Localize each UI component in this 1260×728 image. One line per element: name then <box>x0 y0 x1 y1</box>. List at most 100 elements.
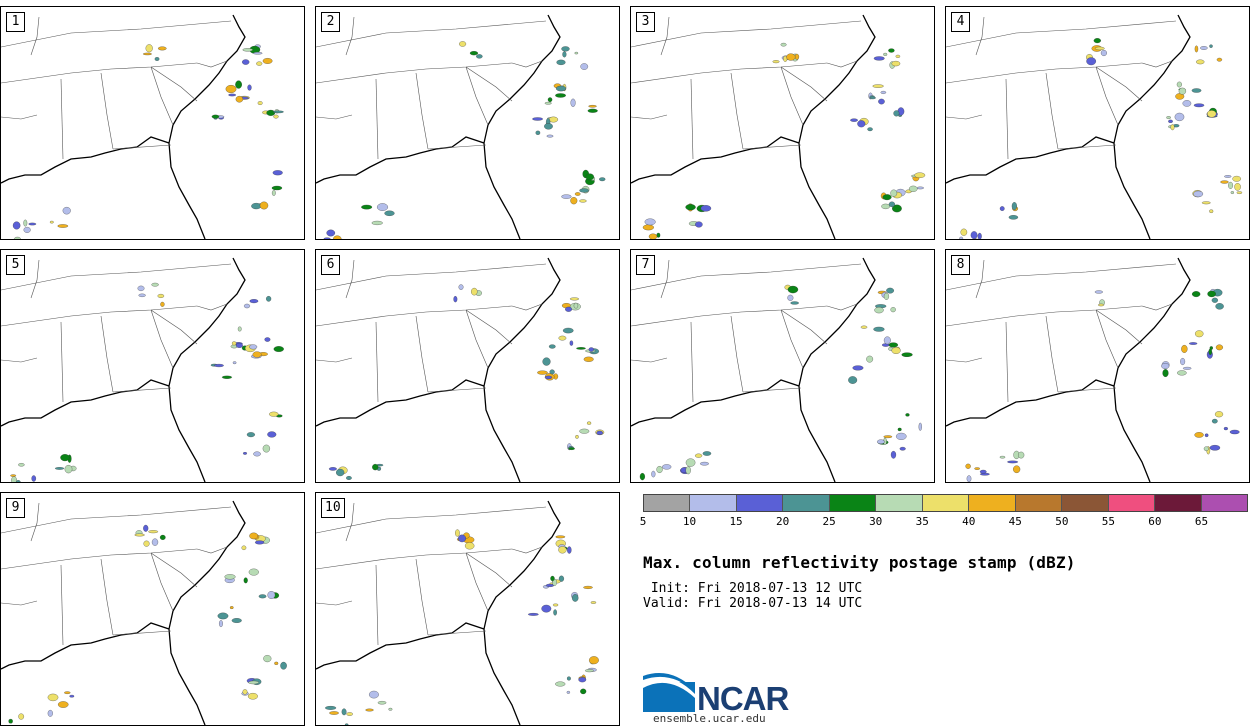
state-boundary <box>780 309 828 345</box>
reflectivity-cell <box>145 44 153 53</box>
member-label: 2 <box>321 12 340 32</box>
state-boundary <box>1 62 198 84</box>
state-boundary <box>1 305 198 327</box>
reflectivity-cell <box>154 57 160 61</box>
reflectivity-cell <box>23 226 31 233</box>
reflectivity-cell <box>1224 175 1232 178</box>
reflectivity-cell <box>1236 191 1243 194</box>
reflectivity-cell <box>1207 110 1217 118</box>
member-label: 9 <box>6 498 25 518</box>
reflectivity-cell <box>702 451 712 456</box>
reflectivity-cell <box>555 535 566 539</box>
colorbar-tick-label: 35 <box>915 515 929 528</box>
reflectivity-cell <box>1180 357 1186 366</box>
reflectivity-cell <box>248 680 259 685</box>
reflectivity-cell <box>1182 366 1192 370</box>
state-boundary <box>150 309 198 345</box>
reflectivity-cell <box>790 301 799 305</box>
reflectivity-cell <box>685 466 691 475</box>
state-boundary <box>946 305 1143 327</box>
basemap <box>946 257 1240 482</box>
reflectivity-cell <box>555 93 566 98</box>
reflectivity-cell <box>323 237 331 239</box>
colorbar-tick-label: 15 <box>729 515 743 528</box>
coastline <box>1 257 246 482</box>
state-boundary <box>465 66 489 126</box>
map-panel-10: 10 <box>315 492 620 726</box>
reflectivity-cell <box>64 691 71 694</box>
reflectivity-cell <box>159 534 166 540</box>
reflectivity-cell <box>544 123 553 130</box>
state-boundary <box>1141 303 1173 311</box>
reflectivity-cell <box>10 474 17 477</box>
colorbar-tick-label: 65 <box>1194 515 1209 528</box>
reflectivity-cell <box>243 303 251 309</box>
reflectivity-cell <box>569 297 579 301</box>
reflectivity-cell <box>224 574 236 580</box>
coastline <box>631 14 876 239</box>
reflectivity-cell <box>639 472 645 481</box>
reflectivity-cell <box>31 475 37 482</box>
reflectivity-cell <box>787 294 794 301</box>
state-boundary <box>730 72 744 150</box>
state-boundary <box>427 630 487 636</box>
reflectivity-cell <box>251 202 262 210</box>
reflectivity-cell <box>376 203 389 211</box>
reflectivity-cell <box>648 233 658 239</box>
reflectivity-cell <box>1181 344 1188 353</box>
reflectivity-cell <box>965 463 971 469</box>
reflectivity-cell <box>248 568 259 576</box>
ncar-logo-icon <box>643 673 695 712</box>
reflectivity-cell <box>280 661 287 670</box>
reflectivity-cell <box>874 307 884 314</box>
state-boundary <box>465 309 489 369</box>
reflectivity-cell <box>578 677 587 683</box>
reflectivity-cell <box>151 282 159 287</box>
reflectivity-cell <box>1209 44 1213 48</box>
state-boundary <box>30 259 40 299</box>
reflectivity-cell <box>573 302 579 309</box>
reflectivity-cell <box>326 229 336 237</box>
reflectivity-cell <box>23 219 28 227</box>
state-boundary <box>660 259 670 299</box>
reflectivity-cell <box>217 612 229 620</box>
colorbar-tick-label: 10 <box>682 515 697 528</box>
reflectivity-cell <box>1178 87 1187 95</box>
reflectivity-cell <box>772 60 780 64</box>
reflectivity-cell <box>242 48 253 52</box>
map-panel-1: 1 <box>0 6 305 240</box>
state-boundary <box>316 506 547 534</box>
reflectivity-cell <box>272 170 283 176</box>
reflectivity-cell <box>558 546 567 554</box>
reflectivity-cell <box>857 120 866 128</box>
map-panel-2: 2 <box>315 6 620 240</box>
reflectivity-cell <box>596 430 604 435</box>
reflectivity-cell <box>585 669 594 673</box>
reflectivity-cell <box>999 206 1005 211</box>
reflectivity-cell <box>589 656 599 665</box>
reflectivity-cell <box>1211 297 1218 303</box>
reflectivity-cell <box>848 376 858 384</box>
reflectivity-cell <box>329 711 339 715</box>
reflectivity-cell <box>1216 57 1223 62</box>
reflectivity-cell <box>1211 418 1218 424</box>
state-boundary <box>1095 309 1119 369</box>
reflectivity-cell <box>13 236 22 239</box>
reflectivity-cell <box>570 197 578 205</box>
state-boundary <box>415 315 429 393</box>
reflectivity-cell <box>346 712 353 716</box>
member-label: 4 <box>951 12 970 32</box>
reflectivity-cell <box>888 342 899 348</box>
reflectivity-cell <box>794 53 800 60</box>
colorbar-segment <box>1015 495 1063 511</box>
member-label: 5 <box>6 255 25 275</box>
member-label: 6 <box>321 255 340 275</box>
reflectivity-cell <box>15 480 21 482</box>
reflectivity-cell <box>886 287 894 294</box>
reflectivity-cell <box>1162 369 1169 378</box>
reflectivity-cell <box>361 204 373 210</box>
state-boundary <box>1 506 232 534</box>
colorbar-tick-label: 55 <box>1101 515 1115 528</box>
reflectivity-cell <box>1098 303 1105 307</box>
reflectivity-cell <box>1228 181 1233 189</box>
